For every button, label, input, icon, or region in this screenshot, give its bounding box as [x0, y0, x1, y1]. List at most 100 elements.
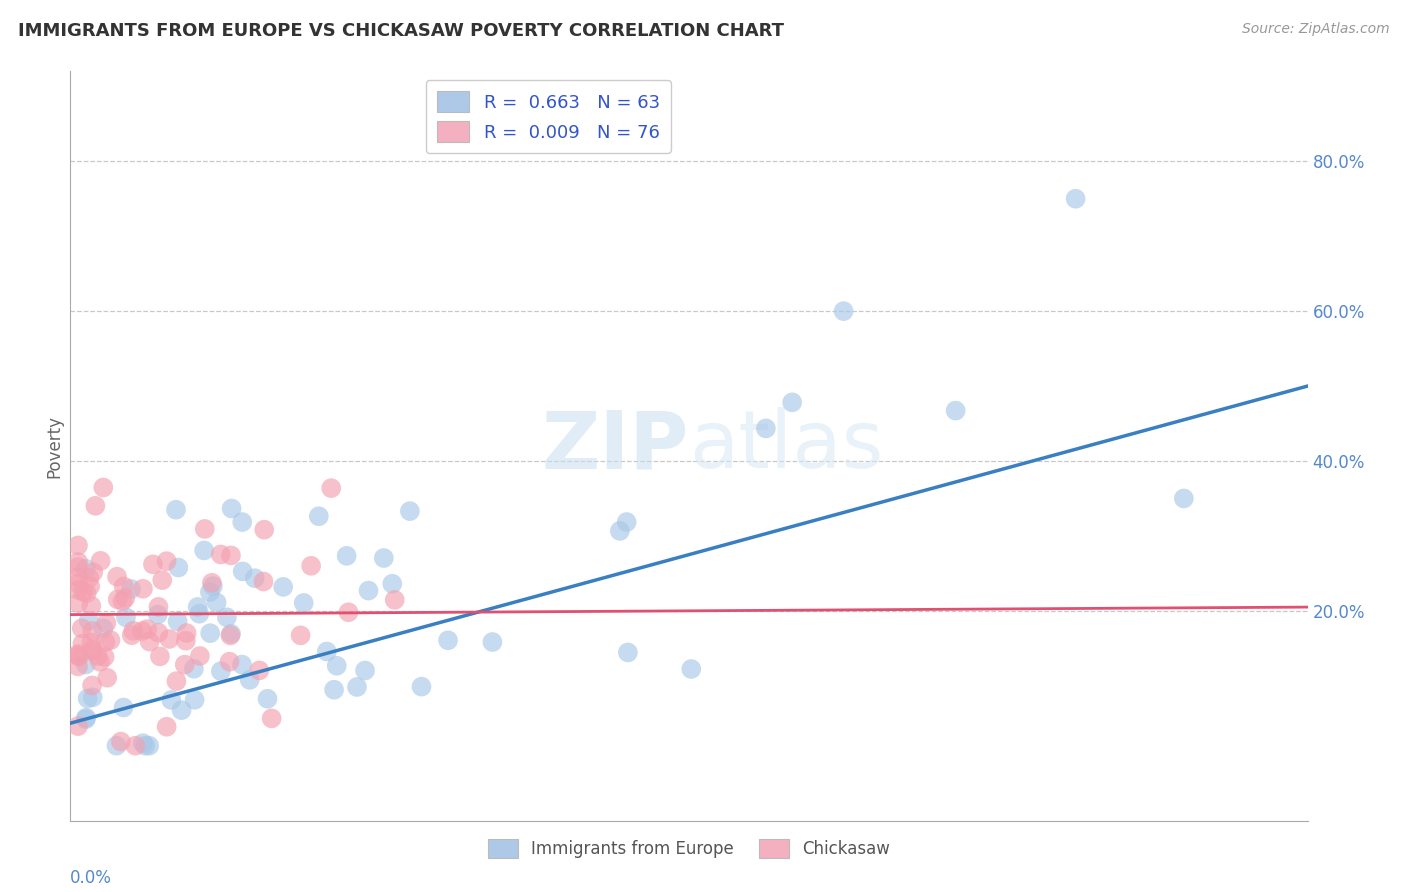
Point [437, 633, 460, 648]
Point [150, 573, 173, 587]
Point [243, 571, 266, 585]
Point [67, 555, 90, 569]
Point [167, 560, 190, 574]
Point [160, 693, 183, 707]
Point [373, 551, 395, 566]
Y-axis label: Poverty: Poverty [45, 415, 63, 477]
Point [67, 539, 90, 553]
Point [1064, 192, 1087, 206]
Point [76, 691, 98, 706]
Point [183, 693, 205, 707]
Point [321, 481, 343, 495]
Point [142, 558, 165, 572]
Point [112, 700, 135, 714]
Point [149, 649, 172, 664]
Point [221, 501, 243, 516]
Point [357, 583, 380, 598]
Point [67, 719, 90, 733]
Point [209, 664, 232, 678]
Point [90, 554, 112, 568]
Point [100, 633, 122, 648]
Point [209, 548, 232, 562]
Point [384, 592, 406, 607]
Point [67, 647, 90, 661]
Point [93, 650, 115, 665]
Point [354, 664, 377, 678]
Point [253, 523, 276, 537]
Point [80, 643, 103, 657]
Point [326, 658, 349, 673]
Point [336, 549, 359, 563]
Point [75, 657, 97, 672]
Point [79, 579, 101, 593]
Point [96, 615, 118, 630]
Point [120, 582, 142, 596]
Point [80, 635, 103, 649]
Point [91, 481, 114, 495]
Point [80, 599, 103, 613]
Point [183, 662, 205, 676]
Text: atlas: atlas [689, 407, 883, 485]
Point [198, 626, 221, 640]
Point [110, 734, 132, 748]
Point [616, 515, 638, 529]
Point [105, 569, 128, 583]
Point [193, 543, 215, 558]
Point [165, 674, 187, 689]
Point [681, 662, 703, 676]
Point [780, 395, 803, 409]
Point [105, 739, 128, 753]
Point [115, 610, 138, 624]
Legend: Immigrants from Europe, Chickasaw: Immigrants from Europe, Chickasaw [481, 832, 897, 864]
Point [188, 648, 211, 663]
Point [138, 634, 160, 648]
Point [323, 682, 346, 697]
Point [252, 574, 274, 589]
Point [76, 586, 98, 600]
Point [70, 621, 93, 635]
Point [201, 579, 224, 593]
Point [219, 549, 242, 563]
Point [82, 566, 104, 580]
Point [481, 635, 503, 649]
Point [166, 615, 188, 629]
Point [215, 610, 238, 624]
Point [94, 635, 117, 649]
Point [155, 554, 177, 568]
Point [80, 678, 103, 692]
Point [86, 648, 108, 663]
Point [148, 625, 170, 640]
Point [131, 624, 153, 639]
Point [107, 592, 129, 607]
Point [67, 570, 90, 584]
Point [187, 599, 209, 614]
Text: IMMIGRANTS FROM EUROPE VS CHICKASAW POVERTY CORRELATION CHART: IMMIGRANTS FROM EUROPE VS CHICKASAW POVE… [18, 22, 785, 40]
Point [205, 595, 228, 609]
Point [67, 560, 90, 574]
Point [337, 605, 360, 619]
Point [170, 703, 193, 717]
Point [72, 636, 94, 650]
Point [114, 591, 136, 605]
Point [134, 739, 156, 753]
Point [832, 304, 855, 318]
Point [231, 657, 253, 672]
Point [132, 736, 155, 750]
Point [308, 509, 330, 524]
Point [218, 655, 240, 669]
Point [124, 739, 146, 753]
Point [174, 633, 197, 648]
Text: 0.0%: 0.0% [70, 870, 112, 888]
Point [67, 582, 90, 597]
Point [122, 624, 145, 638]
Point [67, 648, 90, 663]
Point [399, 504, 422, 518]
Point [67, 596, 90, 610]
Point [239, 673, 262, 687]
Point [82, 690, 104, 705]
Point [121, 628, 143, 642]
Point [617, 645, 640, 659]
Point [112, 579, 135, 593]
Point [82, 642, 104, 657]
Point [315, 644, 337, 658]
